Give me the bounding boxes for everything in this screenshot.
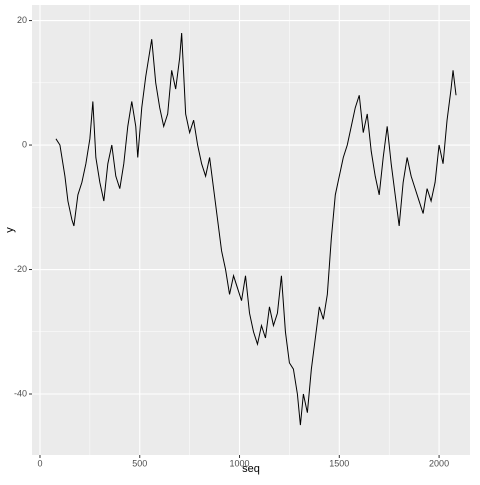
x-tick-label: 2000	[429, 458, 449, 468]
y-tick-label: -40	[14, 388, 27, 398]
x-tick-label: 1500	[329, 458, 349, 468]
y-tick-label: -20	[14, 264, 27, 274]
x-tick-label: 1000	[230, 458, 250, 468]
y-tick-label: 20	[17, 15, 27, 25]
data-line	[55, 32, 457, 426]
x-tick-label: 0	[37, 458, 42, 468]
plot-panel	[32, 5, 470, 455]
y-axis-title: y	[4, 227, 16, 233]
x-tick-label: 500	[132, 458, 147, 468]
x-axis-title: seq	[242, 463, 260, 475]
y-tick-label: 0	[22, 139, 27, 149]
